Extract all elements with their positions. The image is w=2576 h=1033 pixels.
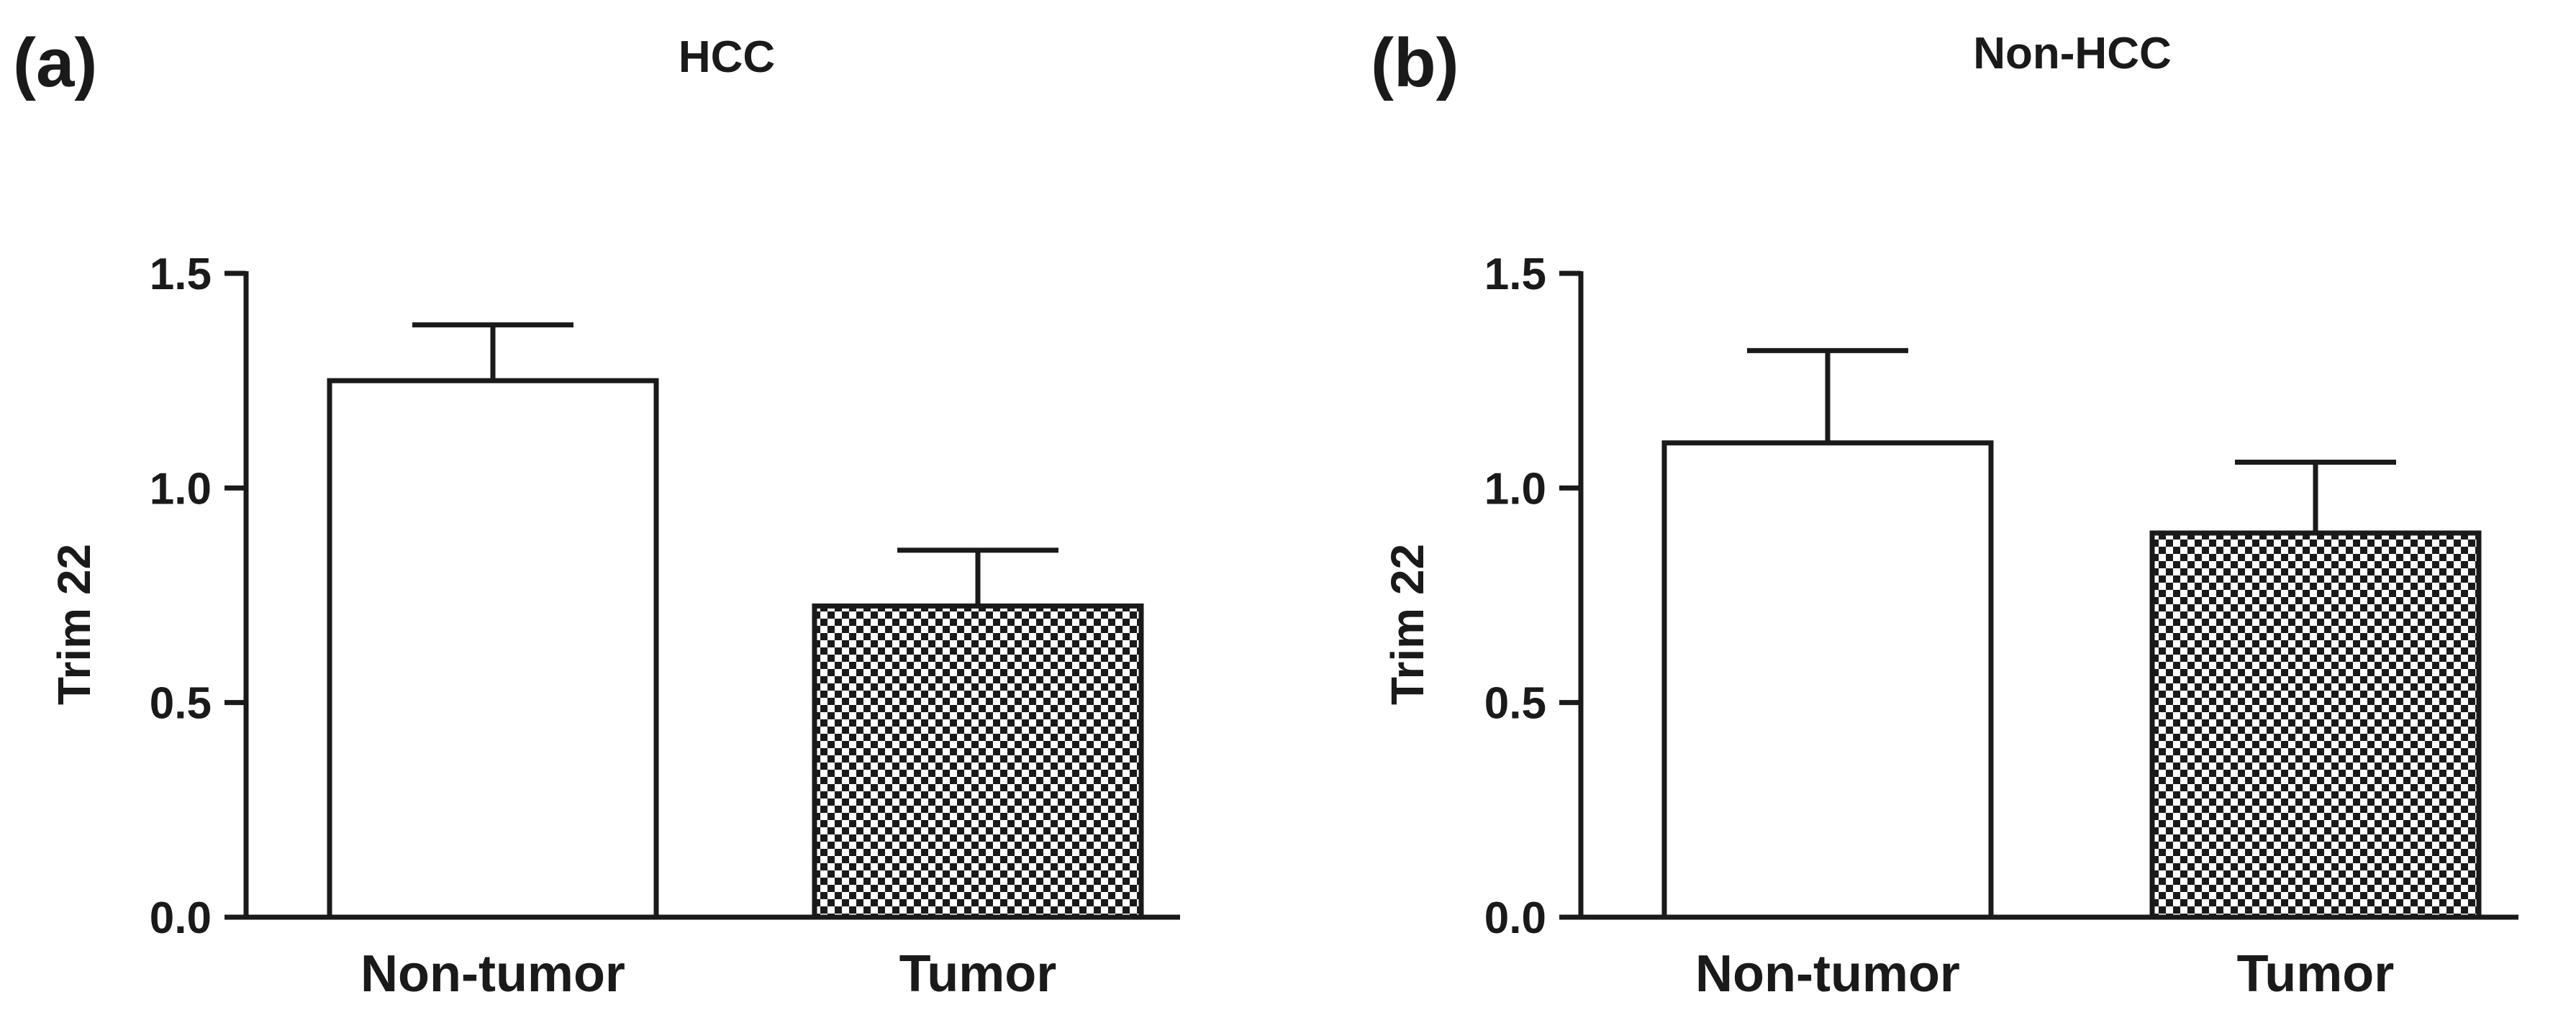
category-label: Tumor [2237, 945, 2395, 1003]
panel-label: (b) [1371, 24, 1459, 101]
y-axis-label: Trim 22 [1382, 544, 1433, 705]
category-label: Non-tumor [1695, 945, 1960, 1003]
chart-title: Non-HCC [1973, 29, 2172, 78]
bar-tumor [2149, 530, 2482, 920]
bars [1661, 440, 2482, 920]
y-axis-ticks: 0.0 0.5 1.0 1.5 [1484, 250, 1581, 943]
y-axis-ticks: 0.0 0.5 1.0 1.5 [150, 250, 246, 943]
category-labels: Non-tumor Tumor [360, 945, 1056, 1003]
y-tick-label: 1.0 [150, 464, 212, 514]
y-tick-label: 1.0 [1484, 464, 1546, 514]
category-labels: Non-tumor Tumor [1695, 945, 2394, 1003]
error-bars [412, 322, 1058, 606]
y-tick-label: 0.0 [1484, 893, 1546, 943]
bar-non-tumor [1661, 440, 1994, 920]
error-bars [1747, 347, 2396, 533]
y-tick-label: 1.5 [150, 250, 212, 299]
category-label: Tumor [899, 945, 1057, 1003]
y-axis-label: Trim 22 [48, 544, 100, 705]
bars [327, 378, 1144, 920]
chart-title: HCC [679, 32, 775, 82]
bar-tumor [812, 603, 1144, 920]
panel-label: (a) [13, 24, 97, 101]
y-tick-label: 0.0 [150, 893, 212, 943]
chart-panel-a: (a) HCC Trim 22 0.0 0.5 1.0 1.5 Non-tumor Tu… [13, 24, 1180, 1003]
chart-panel-b: (b) Non-HCC Trim 22 0.0 0.5 1.0 1.5 Non-tum… [1371, 24, 2518, 1003]
bar-non-tumor [327, 378, 659, 920]
category-label: Non-tumor [360, 945, 625, 1003]
y-tick-label: 0.5 [150, 679, 212, 729]
y-tick-label: 0.5 [1484, 679, 1546, 729]
y-tick-label: 1.5 [1484, 250, 1546, 299]
